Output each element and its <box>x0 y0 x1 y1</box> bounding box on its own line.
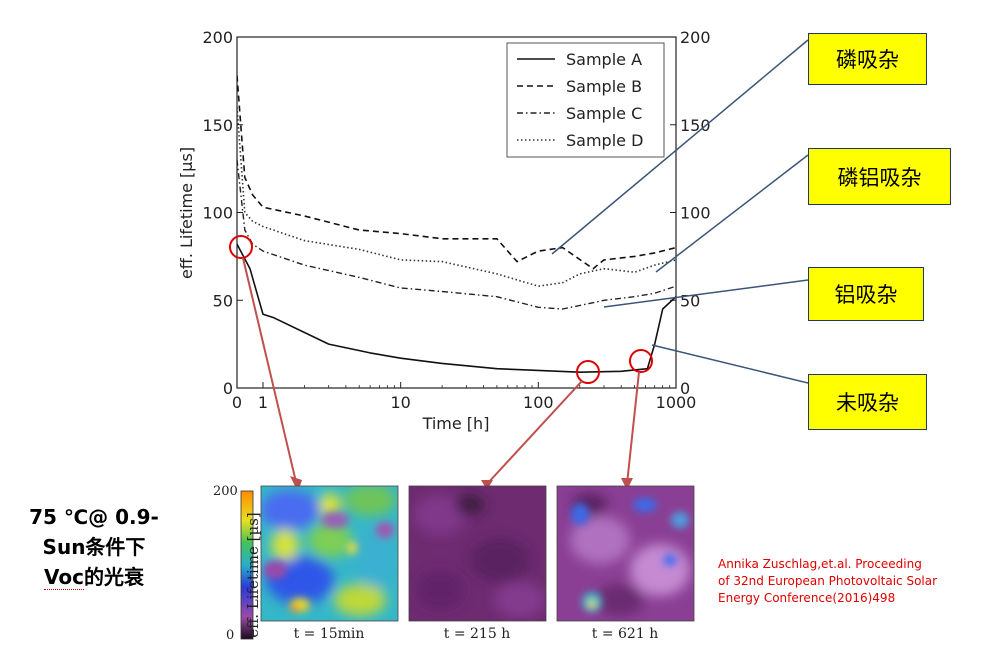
map-label-621h: t = 621 h <box>591 626 659 642</box>
connector-p-gettering <box>551 39 809 255</box>
x-tick-label: 0 <box>232 393 242 412</box>
y-tick-label: 100 <box>202 204 233 223</box>
citation-line-2: of 32nd European Photovoltaic Solar <box>718 574 938 588</box>
chart-legend: Sample A Sample B Sample C Sample D <box>506 42 665 158</box>
legend-label-sample-b: Sample B <box>566 77 642 96</box>
citation-line-1: Annika Zuschlag,et.al. Proceeding <box>718 557 922 571</box>
y-tick-label: 50 <box>213 291 233 310</box>
x-tick-label: 1000 <box>656 393 697 412</box>
colorbar-tick-max: 200 <box>213 484 238 499</box>
condition-line-3-rest: 的光衰 <box>83 565 144 589</box>
lifetime-map-621h <box>557 486 694 621</box>
callout-p-al-gettering: 磷铝吸杂 <box>808 148 951 205</box>
callout-no-gettering: 未吸杂 <box>808 374 927 430</box>
series-line-sample-c <box>237 159 676 310</box>
arrow-to-map-3 <box>626 371 640 485</box>
condition-line-1: 75 ℃@ 0.9- <box>29 505 159 529</box>
x-axis-label: Time [h] <box>422 414 490 433</box>
callout-p-gettering: 磷吸杂 <box>808 33 927 85</box>
legend-label-sample-c: Sample C <box>566 104 642 123</box>
y-tick-label: 0 <box>223 379 233 398</box>
lifetime-map-15min <box>261 486 398 621</box>
highlight-circles <box>229 235 653 384</box>
condition-line-3: Voc的光衰 <box>14 562 174 592</box>
series-line-sample-d <box>237 107 676 287</box>
callout-al-gettering: 铝吸杂 <box>808 267 924 321</box>
x-tick-label: 100 <box>523 393 554 412</box>
condition-voc: Voc <box>44 565 84 590</box>
x-tick-label: 10 <box>390 393 410 412</box>
map-arrows <box>242 257 640 485</box>
y-tick-label: 150 <box>202 116 233 135</box>
condition-line-2: Sun条件下 <box>42 535 146 559</box>
x-tick-label: 1 <box>258 393 268 412</box>
y-axis-label: eff. Lifetime [µs] <box>177 147 196 279</box>
arrow-to-map-1 <box>242 257 297 483</box>
citation-line-3: Energy Conference(2016)498 <box>718 591 896 605</box>
highlight-circle-621h <box>629 349 653 373</box>
y-tick-label-right: 0 <box>680 379 690 398</box>
series-line-sample-b <box>237 75 676 270</box>
y-tick-label-right: 200 <box>680 28 711 47</box>
y-tick-label-right: 150 <box>680 116 711 135</box>
highlight-circle-215h <box>576 360 600 384</box>
legend-label-sample-d: Sample D <box>566 131 643 150</box>
y-tick-label: 200 <box>202 28 233 47</box>
colorbar-title: eff. Lifetime [µs] <box>244 512 262 638</box>
lifetime-map-215h <box>409 486 546 621</box>
connector-no-gettering <box>651 344 809 384</box>
map-label-15min: t = 15min <box>293 626 365 642</box>
connector-p-al-gettering <box>655 154 809 273</box>
legend-label-sample-a: Sample A <box>566 50 642 69</box>
arrow-to-map-2 <box>486 380 583 485</box>
colorbar-tick-min: 0 <box>226 628 235 643</box>
y-tick-label-right: 100 <box>680 204 711 223</box>
lifetime-colorbar <box>240 490 254 640</box>
connector-al-gettering <box>603 279 809 308</box>
map-label-215h: t = 215 h <box>443 626 511 642</box>
measurement-condition: 75 ℃@ 0.9- Sun条件下 Voc的光衰 <box>14 502 174 592</box>
callout-connectors <box>551 39 809 384</box>
highlight-circle-start <box>229 235 253 259</box>
citation: Annika Zuschlag,et.al. Proceeding of 32n… <box>718 556 992 607</box>
